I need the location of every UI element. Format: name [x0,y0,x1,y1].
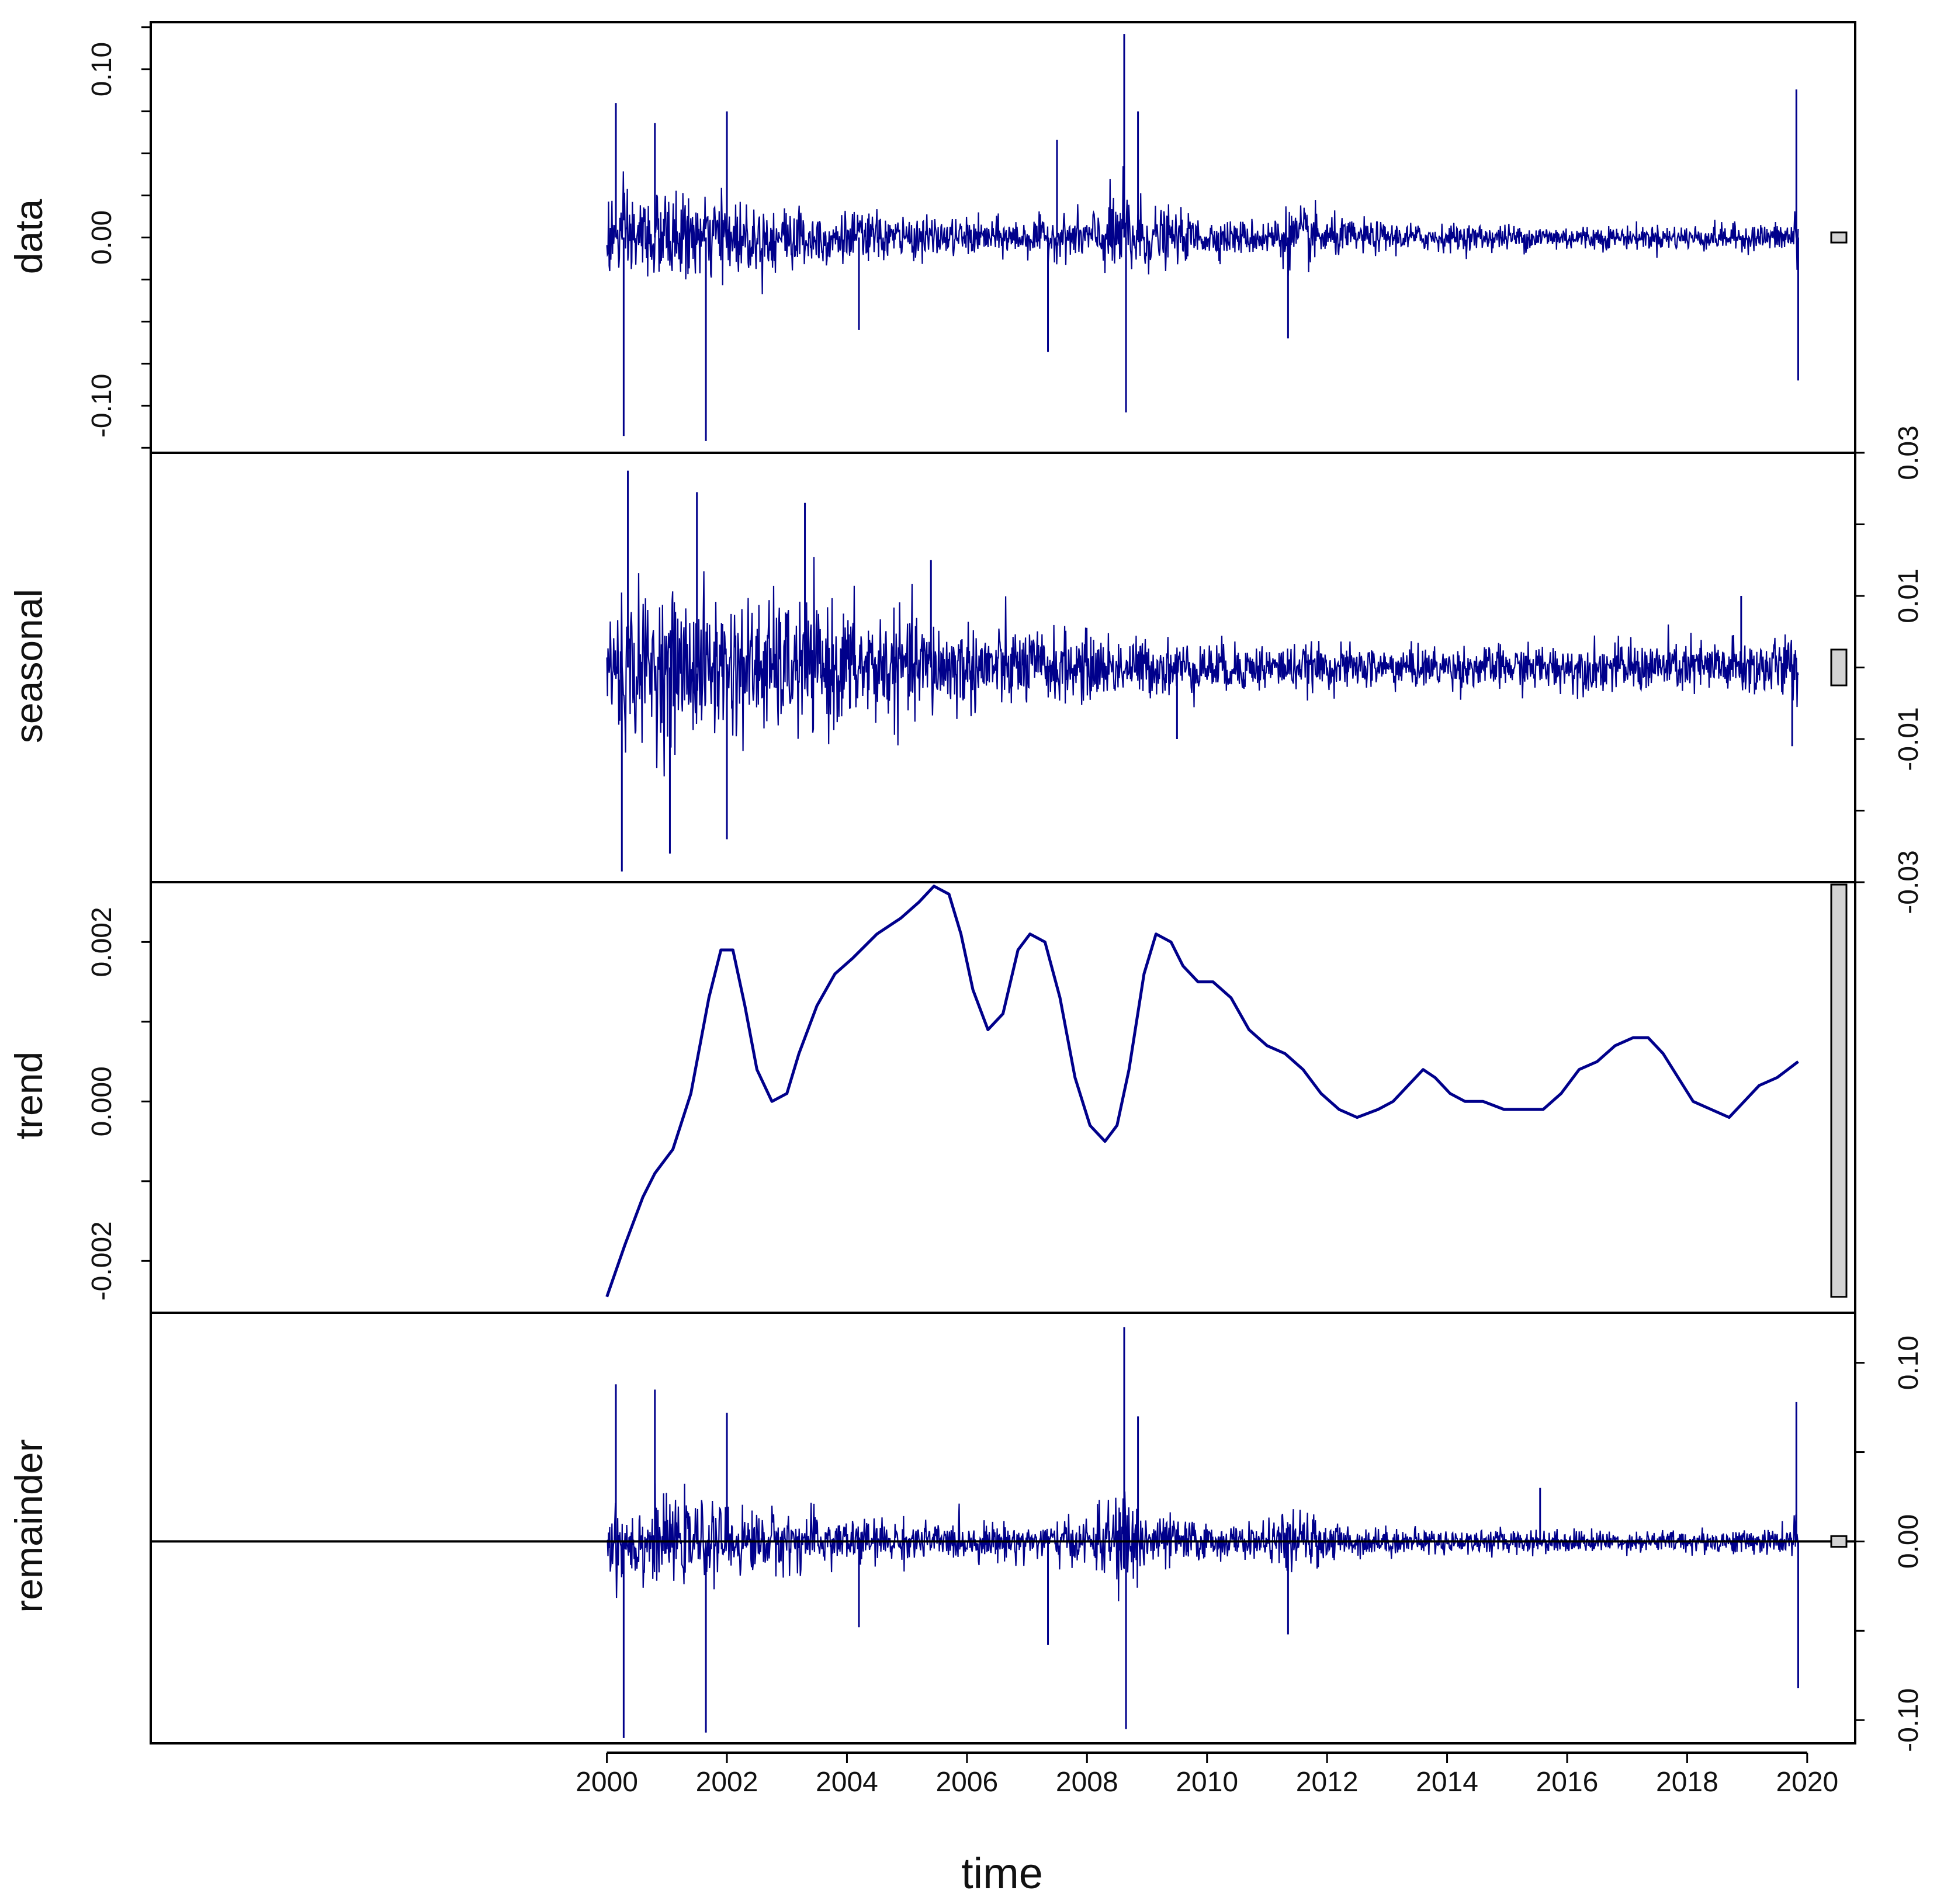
seasonal-y-tick-label: -0.01 [1893,707,1924,771]
x-tick-label: 2016 [1536,1767,1599,1798]
x-tick-label: 2010 [1176,1767,1238,1798]
seasonal-line [606,557,1799,776]
remainder-y-axis: -0.10 0.00 0.10 [150,1312,1924,1752]
remainder-range-bar [1830,1535,1848,1548]
remainder-y-tick-label: 0.10 [1893,1336,1924,1390]
trend-y-tick-label: 0.002 [86,907,117,977]
x-axis: 2000 2002 2004 2006 2008 2010 2012 2014 2016 2018… [576,1752,1838,1798]
x-tick-label: 2014 [1416,1767,1478,1798]
x-tick-label: 2020 [1776,1767,1838,1798]
seasonal-y-tick-label: -0.03 [1893,850,1924,914]
trend-frame [150,881,1856,1314]
trend-line [605,885,1799,1298]
trend-series [605,885,1799,1298]
x-tick-label: 2000 [576,1767,638,1798]
remainder-series [606,1327,1799,1738]
remainder-frame [150,1312,1856,1745]
x-axis-title: time [961,1849,1043,1898]
x-tick-label: 2002 [696,1767,758,1798]
x-tick-label: 2008 [1056,1767,1118,1798]
panel-seasonal: -0.03 -0.01 0.01 0.03 seasonal [7,425,1924,914]
panel-data: -0.10 0.00 0.10 data [7,21,1856,454]
data-panel-label: data [7,199,50,274]
data-y-tick-label: 0.10 [86,42,117,96]
data-y-tick-label: -0.10 [86,374,117,438]
seasonal-panel-label: seasonal [7,589,50,743]
data-y-axis: -0.10 0.00 0.10 [86,21,1856,454]
data-series [606,34,1799,441]
data-y-tick-label: 0.00 [86,210,117,265]
trend-y-axis: -0.002 0.000 0.002 [86,881,1856,1314]
seasonal-y-tick-label: 0.01 [1893,568,1924,623]
seasonal-series [606,470,1799,872]
remainder-y-tick-label: -0.10 [1893,1688,1924,1752]
panel-remainder: -0.10 0.00 0.10 remainder [7,1312,1924,1752]
remainder-y-tick-label: 0.00 [1893,1514,1924,1569]
x-tick-label: 2006 [935,1767,998,1798]
remainder-panel-label: remainder [7,1439,50,1612]
trend-panel-label: trend [7,1052,50,1139]
panel-trend: -0.002 0.000 0.002 trend [7,881,1856,1314]
x-tick-label: 2012 [1296,1767,1359,1798]
seasonal-y-tick-label: 0.03 [1893,425,1924,480]
trend-y-tick-label: -0.002 [86,1221,117,1300]
trend-y-tick-label: 0.000 [86,1066,117,1136]
trend-range-bar [1830,883,1848,1298]
data-range-bar [1830,231,1848,244]
seasonal-range-bar [1830,648,1848,686]
x-tick-label: 2004 [816,1767,878,1798]
data-line [606,166,1799,294]
x-tick-label: 2018 [1656,1767,1718,1798]
